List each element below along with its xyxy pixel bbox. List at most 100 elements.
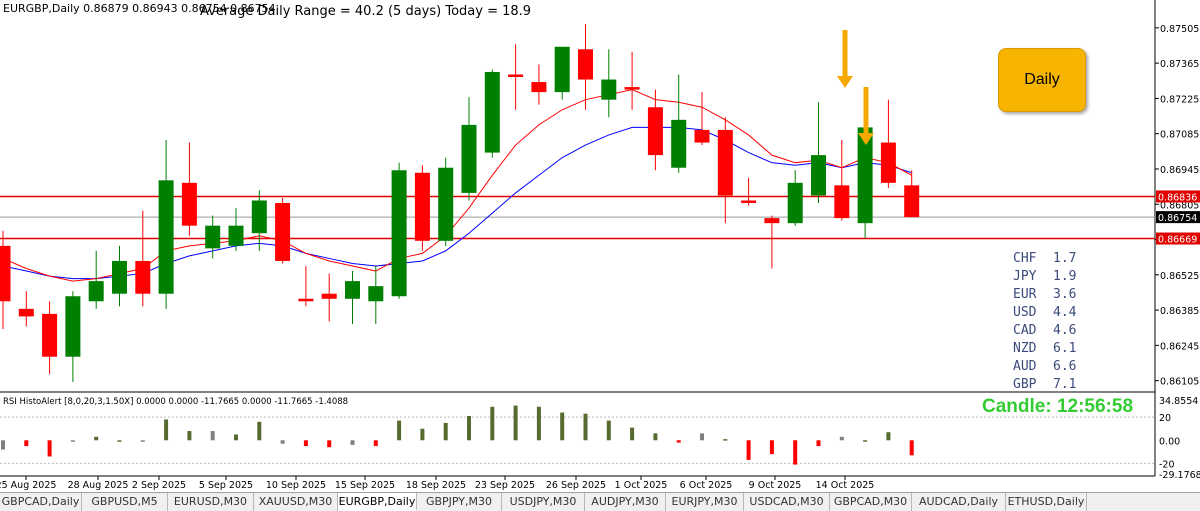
strength-row-eur: EUR 3.6 xyxy=(1013,286,1103,304)
price-marker-label: 0.86754 xyxy=(1158,213,1197,224)
histogram-bar xyxy=(560,412,565,441)
candle-body xyxy=(578,49,593,80)
adr-label: Average Daily Range = 40.2 (5 days) Toda… xyxy=(200,4,532,19)
histogram-bar xyxy=(606,420,611,441)
price-axis-label: 0.86945 xyxy=(1160,165,1199,176)
currency-strength-table: CHF 1.7 JPY 1.9 EUR 3.6 USD 4.4 CAD 4.6 NZD 6.1 AUD 6… xyxy=(1013,250,1103,394)
candle-timer: Candle: 12:56:58 xyxy=(982,396,1134,417)
histogram-bar xyxy=(723,439,728,441)
candle-body xyxy=(461,124,477,193)
histogram-bar xyxy=(443,422,448,441)
price-chart[interactable]: 0.87505 0.87365 0.87225 0.87085 0.86945 0.868… xyxy=(0,0,1200,492)
histogram-bar xyxy=(117,440,122,442)
candle-body xyxy=(228,225,244,246)
candle-body xyxy=(112,260,127,294)
candle-body xyxy=(764,218,780,224)
histogram-bar xyxy=(70,440,75,442)
tab-audjpy-m30[interactable]: AUDJPY,M30 xyxy=(585,493,666,511)
tab-audcad-daily[interactable]: AUDCAD,Daily xyxy=(912,493,1006,511)
candle-body xyxy=(275,203,291,261)
tab-ethusd-daily[interactable]: ETHUSD,Daily xyxy=(1006,493,1087,511)
candle-body xyxy=(391,170,407,297)
strength-row-chf: CHF 1.7 xyxy=(1013,250,1103,268)
date-axis-label: 10 Sep 2025 xyxy=(266,480,326,491)
price-marker-label: 0.86669 xyxy=(1158,235,1197,246)
candle-body xyxy=(88,281,104,302)
date-axis-label: 6 Oct 2025 xyxy=(680,480,733,491)
price-axis-label: 0.86105 xyxy=(1160,377,1199,388)
price-marker-bg xyxy=(1156,190,1200,203)
candle-body xyxy=(298,298,314,302)
histogram-bar xyxy=(793,440,798,465)
strength-row-usd: USD 4.4 xyxy=(1013,304,1103,322)
date-axis-label: 5 Sep 2025 xyxy=(199,480,253,491)
candle-body xyxy=(181,182,197,226)
candle-body xyxy=(345,281,360,299)
symbol-info: EURGBP,Daily 0.86879 0.86943 0.86754 0.8… xyxy=(3,2,276,15)
strength-value: 1.7 xyxy=(1053,251,1077,266)
tab-xauusd-m30[interactable]: XAUUSD,M30 xyxy=(254,493,338,511)
candle-body xyxy=(624,87,640,90)
price-axis-label: 0.87365 xyxy=(1160,59,1199,70)
histogram-bar xyxy=(746,440,751,460)
candle-body xyxy=(647,107,663,156)
tab-eurgbp-daily[interactable]: EURGBP,Daily xyxy=(338,493,417,511)
price-marker-label: 0.86836 xyxy=(1158,192,1197,203)
date-axis-label: 14 Oct 2025 xyxy=(816,480,875,491)
histogram-bar xyxy=(513,405,518,441)
down-arrow-2-head xyxy=(858,133,874,145)
histogram-bar xyxy=(676,440,681,443)
candle-body xyxy=(601,79,617,100)
candle-body xyxy=(694,129,710,143)
ma-slow-line xyxy=(2,126,912,280)
chart-tabs-bar: GBPCAD,Daily GBPUSD,M5 EURUSD,M30 XAUUSD,M3… xyxy=(0,492,1200,511)
indicator-axis-label: 20 xyxy=(1159,413,1171,424)
candle-body xyxy=(717,129,733,196)
tab-gbpusd-m5[interactable]: GBPUSD,M5 xyxy=(82,493,168,511)
candle-body xyxy=(18,308,34,317)
histogram-bar xyxy=(909,440,914,456)
price-marker-bg xyxy=(1156,211,1200,224)
histogram-bar xyxy=(257,421,262,441)
tab-gbpcad-daily[interactable]: GBPCAD,Daily xyxy=(0,493,82,511)
daily-button[interactable]: Daily xyxy=(998,48,1086,112)
down-arrow-1-head xyxy=(837,76,853,88)
strength-row-nzd: NZD 6.1 xyxy=(1013,340,1103,358)
histogram-bar xyxy=(816,440,821,447)
candle-body xyxy=(65,296,81,357)
histogram-bar xyxy=(210,431,215,441)
candle-body xyxy=(787,182,803,224)
candle-body xyxy=(484,71,500,153)
strength-row-cad: CAD 4.6 xyxy=(1013,322,1103,340)
histogram-bar xyxy=(140,440,145,442)
histogram-bar xyxy=(303,440,308,447)
tab-gbpjpy-m30[interactable]: GBPJPY,M30 xyxy=(417,493,502,511)
price-axis-label: 0.86525 xyxy=(1160,271,1199,282)
candle-body xyxy=(531,82,547,93)
candle-body xyxy=(42,313,58,357)
tab-usdjpy-m30[interactable]: USDJPY,M30 xyxy=(502,493,585,511)
price-axis-label: 0.86805 xyxy=(1160,200,1199,211)
indicator-label: RSI HistoAlert [8,0,20,3,1.50X] 0.0000 0… xyxy=(3,397,348,407)
date-axis-label: 2 Sep 2025 xyxy=(132,480,186,491)
histogram-bar xyxy=(653,433,658,441)
chart-canvas[interactable]: 0.87505 0.87365 0.87225 0.87085 0.86945 0.868… xyxy=(0,0,1200,492)
strength-value: 1.9 xyxy=(1053,269,1077,284)
price-axis-label: 0.87505 xyxy=(1160,24,1199,35)
candle-body xyxy=(880,142,896,183)
tab-usdcad-m30[interactable]: USDCAD,M30 xyxy=(744,493,830,511)
indicator-axis-label: 0.00 xyxy=(1159,436,1180,447)
candle-body xyxy=(414,172,430,241)
strength-row-gbp: GBP 7.1 xyxy=(1013,376,1103,394)
tab-eurjpy-m30[interactable]: EURJPY,M30 xyxy=(666,493,744,511)
strength-value: 6.1 xyxy=(1053,341,1077,356)
date-axis-label: 18 Sep 2025 xyxy=(406,480,466,491)
tab-eurusd-m30[interactable]: EURUSD,M30 xyxy=(168,493,254,511)
candle-body xyxy=(834,185,850,219)
strength-currency: EUR xyxy=(1013,287,1037,302)
candle-body xyxy=(438,167,454,241)
tab-gbpcad-m30[interactable]: GBPCAD,M30 xyxy=(830,493,912,511)
histogram-bar xyxy=(350,440,355,445)
strength-currency: CHF xyxy=(1013,251,1037,266)
histogram-bar xyxy=(24,440,29,447)
